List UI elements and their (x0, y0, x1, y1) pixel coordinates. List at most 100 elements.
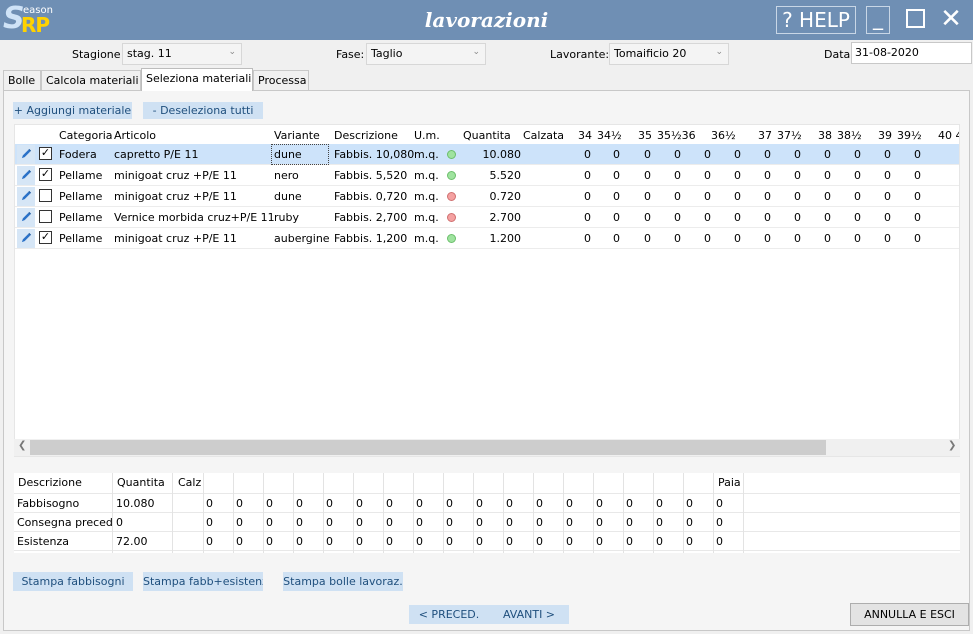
window-title: lavorazioni (424, 8, 549, 32)
scroll-thumb[interactable] (30, 440, 826, 455)
edit-button[interactable] (17, 145, 35, 164)
lavorante-label: Lavorante: (550, 48, 610, 61)
table-row[interactable]: ✓ Fodera capretto P/E 11 dune Fabbis. 10,080… (15, 144, 959, 165)
grid-divider (473, 473, 474, 553)
stagione-select[interactable]: stag. 11 ⌄ (122, 43, 242, 65)
stampa-bolle-button[interactable]: Stampa bolle lavoraz. (283, 572, 403, 591)
col-size[interactable]: 35 (638, 129, 652, 142)
summary-col-paia: Paia (718, 476, 741, 489)
row-checkbox[interactable]: ✓ (39, 230, 52, 244)
stampa-fabb-esistenza-button[interactable]: Stampa fabb+esistenz (143, 572, 263, 591)
preced-button[interactable]: < PRECED. (409, 605, 489, 624)
scroll-left-icon[interactable]: ❮ (18, 440, 27, 451)
col-size[interactable]: 37½ (777, 129, 802, 142)
minimize-button[interactable]: _ (866, 6, 890, 34)
stampa-fabbisogni-button[interactable]: Stampa fabbisogni (13, 572, 133, 591)
col-size[interactable]: 40 4 (938, 129, 959, 142)
col-articolo[interactable]: Articolo (114, 129, 156, 142)
tab-bolle[interactable]: Bolle (3, 70, 41, 90)
cell-size: 0 (674, 148, 681, 161)
cell-size: 0 (644, 211, 651, 224)
col-size[interactable]: 39 (878, 129, 892, 142)
table-row[interactable]: Pellame minigoat cruz +P/E 11 dune Fabbis. … (15, 186, 959, 207)
cell-size: 0 (734, 169, 741, 182)
col-size[interactable]: 34½ (597, 129, 622, 142)
col-size[interactable]: 34 (578, 129, 592, 142)
col-size[interactable]: 39½ (897, 129, 922, 142)
cell-variante[interactable]: dune (274, 190, 302, 203)
grid-divider (683, 473, 684, 553)
fase-select[interactable]: Taglio ⌄ (366, 43, 486, 65)
cell-variante[interactable]: ruby (274, 211, 299, 224)
col-size[interactable]: 37 (758, 129, 772, 142)
summary-value: 0 (236, 516, 243, 529)
grid-divider (233, 473, 234, 553)
table-row[interactable]: Pellame Vernice morbida cruz+P/E 11 ruby Fa… (15, 207, 959, 228)
summary-value: 0 (656, 516, 663, 529)
col-variante[interactable]: Variante (274, 129, 320, 142)
summary-value: 0 (206, 497, 213, 510)
deselect-all-button[interactable]: - Deseleziona tutti (143, 102, 263, 119)
cell-size: 0 (854, 190, 861, 203)
help-button[interactable]: ? HELP (776, 6, 856, 34)
edit-button[interactable] (17, 187, 35, 206)
close-button[interactable]: ✕ (940, 4, 962, 34)
table-row[interactable]: ✓ Pellame minigoat cruz +P/E 11 nero Fabbis.… (15, 165, 959, 186)
maximize-button[interactable] (900, 6, 930, 34)
summary-row: Esistenza 72.00 0 0 0 0 0 0 0 0 0 0 0 0 0 0 0 0 0 0 (14, 532, 960, 551)
tab-seleziona-materiali[interactable]: Seleziona materiali (141, 68, 253, 91)
summary-value: 0 (686, 535, 693, 548)
cell-size: 0 (674, 190, 681, 203)
cell-size: 0 (884, 169, 891, 182)
summary-grid: Descrizione Quantita Calz Paia Fabbisogn… (14, 473, 960, 553)
tab-processa[interactable]: Processa (253, 70, 309, 90)
col-um[interactable]: U.m. (414, 129, 440, 142)
cell-size: 0 (704, 169, 711, 182)
date-field[interactable]: 31-08-2020 (851, 42, 972, 64)
row-checkbox[interactable] (39, 210, 52, 223)
cell-variante[interactable]: dune (274, 148, 302, 161)
lavorante-select[interactable]: Tomaificio 20 ⌄ (609, 43, 729, 65)
edit-button[interactable] (17, 166, 35, 185)
tab-calcola-materiali[interactable]: Calcola materiali (41, 70, 141, 90)
summary-value: 0 (446, 516, 453, 529)
col-size[interactable]: 36½ (711, 129, 736, 142)
col-size[interactable]: 38½ (837, 129, 862, 142)
summary-value: 0 (566, 516, 573, 529)
row-checkbox[interactable]: ✓ (39, 167, 52, 181)
grid-divider (623, 473, 624, 553)
cell-size: 0 (674, 211, 681, 224)
col-categoria[interactable]: Categoria (59, 129, 113, 142)
col-quantita[interactable]: Quantita (463, 129, 511, 142)
avanti-button[interactable]: AVANTI > (489, 605, 569, 624)
cell-variante[interactable]: aubergine (274, 232, 330, 245)
summary-value: 0 (416, 516, 423, 529)
table-row[interactable]: ✓ Pellame minigoat cruz +P/E 11 aubergine Fa… (15, 228, 959, 249)
col-descrizione[interactable]: Descrizione (334, 129, 398, 142)
summary-value: 0 (476, 535, 483, 548)
col-size[interactable]: 35½36 (657, 129, 696, 142)
col-size[interactable]: 38 (818, 129, 832, 142)
grid-header: Categoria Articolo Variante Descrizione … (15, 125, 959, 145)
scroll-right-icon[interactable]: ❯ (948, 440, 957, 451)
add-material-button[interactable]: + Aggiungi materiale (13, 102, 132, 119)
cell-categoria: Pellame (59, 232, 103, 245)
horizontal-scrollbar[interactable]: ❮ ❯ (14, 439, 960, 456)
cell-size: 0 (914, 232, 921, 245)
stagione-label: Stagione (72, 48, 121, 61)
row-checkbox[interactable]: ✓ (39, 146, 52, 160)
summary-value: 0 (446, 497, 453, 510)
summary-paia: 0 (716, 535, 723, 548)
cell-variante[interactable]: nero (274, 169, 299, 182)
annulla-esci-button[interactable]: ANNULLA E ESCI (850, 603, 969, 626)
summary-value: 0 (296, 497, 303, 510)
edit-button[interactable] (17, 229, 35, 248)
col-calzata[interactable]: Calzata (523, 129, 565, 142)
cell-size: 0 (764, 211, 771, 224)
summary-value: 0 (596, 497, 603, 510)
cell-size: 0 (704, 190, 711, 203)
summary-value: 0 (506, 516, 513, 529)
edit-button[interactable] (17, 208, 35, 227)
summary-row: Consegna preced 0 0 0 0 0 0 0 0 0 0 0 0 0 0 0 0 0 0 0 (14, 513, 960, 532)
row-checkbox[interactable] (39, 189, 52, 202)
